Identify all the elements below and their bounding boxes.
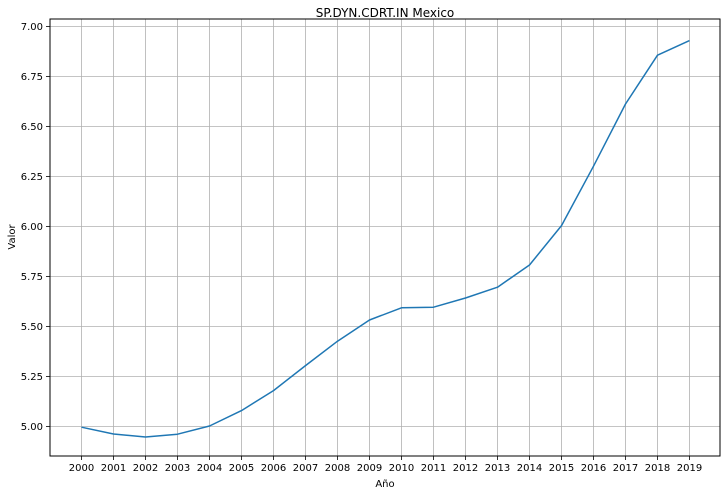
plot-frame — [49, 18, 721, 457]
x-tick-label: 2003 — [165, 463, 190, 474]
y-tick-label: 6.00 — [21, 222, 43, 233]
x-tick-label: 2012 — [453, 463, 478, 474]
y-tick-label: 5.00 — [21, 422, 43, 433]
x-tick-label: 2002 — [133, 463, 158, 474]
y-tick-label: 5.50 — [21, 322, 43, 333]
x-tick-label: 2007 — [293, 463, 318, 474]
y-tick-label: 6.50 — [21, 122, 43, 133]
grid — [50, 19, 720, 456]
x-tick-label: 2019 — [677, 463, 702, 474]
x-tick-label: 2013 — [485, 463, 510, 474]
x-tick-label: 2004 — [197, 463, 222, 474]
x-tick-label: 2000 — [69, 463, 94, 474]
x-tick-label: 2009 — [357, 463, 382, 474]
y-tick-label: 6.75 — [21, 72, 43, 83]
x-tick-label: 2006 — [261, 463, 286, 474]
series-layer — [81, 39, 690, 438]
x-tick-label: 2016 — [581, 463, 606, 474]
x-tick-label: 2017 — [613, 463, 638, 474]
y-axis: 5.00 5.25 5.50 5.75 6.00 6.25 6.50 6.75 7.00 — [21, 22, 50, 433]
x-axis-label: Año — [375, 479, 394, 490]
x-tick-label: 2015 — [549, 463, 574, 474]
y-tick-label: 5.75 — [21, 272, 43, 283]
x-tick-label: 2008 — [325, 463, 350, 474]
x-tick-label: 2018 — [645, 463, 670, 474]
chart-title: SP.DYN.CDRT.IN Mexico — [316, 6, 455, 20]
y-tick-label: 6.25 — [21, 172, 43, 183]
y-axis-label: Valor — [7, 224, 18, 250]
x-tick-label: 2001 — [101, 463, 126, 474]
x-tick-label: 2005 — [229, 463, 254, 474]
x-tick-label: 2011 — [421, 463, 446, 474]
x-axis: 2000 2001 2002 2003 2004 2005 2006 2007 2008 2009… — [69, 456, 702, 474]
y-tick-label: 5.25 — [21, 372, 43, 383]
x-tick-label: 2014 — [517, 463, 542, 474]
x-tick-label: 2010 — [389, 463, 414, 474]
y-tick-label: 7.00 — [21, 22, 43, 33]
series-line — [81, 39, 690, 438]
